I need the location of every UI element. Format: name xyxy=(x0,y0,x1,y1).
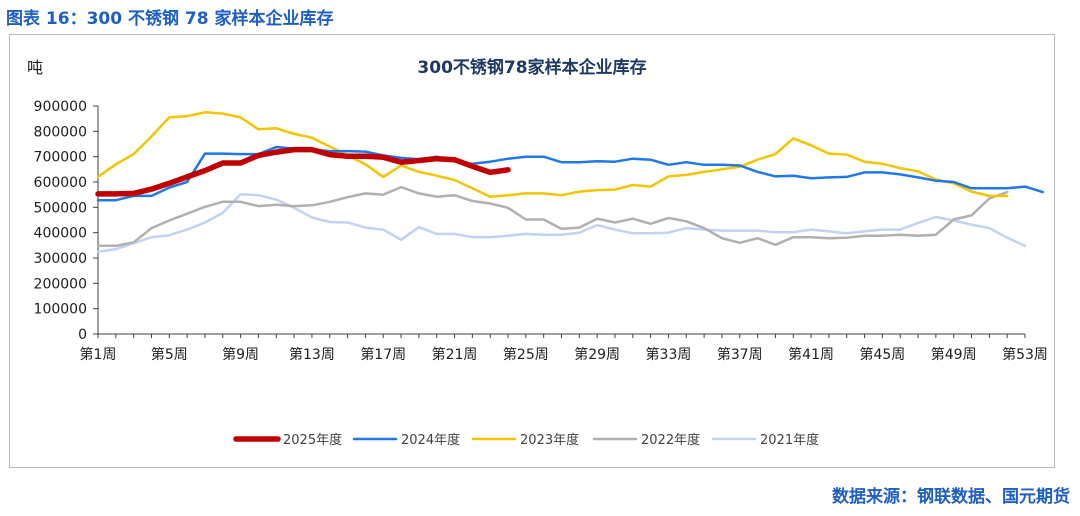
series-group xyxy=(95,111,1045,253)
series-line-2023年度 xyxy=(96,111,1009,198)
x-tick-label: 第37周 xyxy=(717,346,763,363)
y-tick-label: 300000 xyxy=(34,251,87,267)
series-line-2022年度 xyxy=(96,185,1009,248)
chart-frame xyxy=(9,34,1055,468)
x-tick-label: 第53周 xyxy=(1002,346,1048,363)
x-tick-label: 第13周 xyxy=(289,346,335,363)
x-axis: 第1周 第5周 第9周 第13周 第17周 第21周 第25周 第29周 第33周 第37周 第41… xyxy=(80,333,1048,363)
legend-item[interactable]: 2023年度 xyxy=(471,432,579,448)
y-tick-label: 900000 xyxy=(34,99,87,115)
x-tick-label: 第21周 xyxy=(432,346,478,363)
legend[interactable]: 2025年度 2024年度 2023年度 2022年度 2021年度 xyxy=(233,432,819,448)
y-tick-label: 500000 xyxy=(34,200,87,216)
figure-title: 图表 16：300 不锈钢 78 家样本企业库存 xyxy=(6,9,334,29)
x-tick-label: 第9周 xyxy=(222,346,259,363)
legend-label: 2024年度 xyxy=(401,432,460,448)
x-tick-label: 第49周 xyxy=(931,346,977,363)
legend-item[interactable]: 2024年度 xyxy=(352,432,460,448)
x-tick-label: 第29周 xyxy=(574,346,620,363)
x-tick-label: 第45周 xyxy=(859,346,905,363)
chart-title: 300不锈钢78家样本企业库存 xyxy=(417,57,646,78)
x-tick-label: 第17周 xyxy=(360,346,406,363)
y-tick-label: 800000 xyxy=(34,124,87,140)
legend-label: 2021年度 xyxy=(760,432,819,448)
y-axis: 0 100000 200000 300000 400000 500000 600000 700… xyxy=(34,99,99,343)
x-tick-label: 第1周 xyxy=(80,346,117,363)
series-line-2021年度 xyxy=(96,192,1027,253)
legend-item[interactable]: 2025年度 xyxy=(233,432,342,448)
x-tick-label: 第25周 xyxy=(503,346,549,363)
x-tick-label: 第33周 xyxy=(646,346,692,363)
x-tick-label: 第41周 xyxy=(788,346,834,363)
legend-label: 2025年度 xyxy=(283,432,342,448)
series-line-2025年度 xyxy=(95,146,511,197)
y-tick-label: 700000 xyxy=(34,150,87,166)
y-tick-label: 200000 xyxy=(34,276,87,292)
y-tick-label: 0 xyxy=(78,327,87,343)
legend-item[interactable]: 2022年度 xyxy=(592,432,700,448)
y-tick-label: 400000 xyxy=(34,226,87,242)
legend-item[interactable]: 2021年度 xyxy=(711,432,819,448)
y-tick-label: 600000 xyxy=(34,175,87,191)
source-note: 数据来源：钢联数据、国元期货 xyxy=(832,487,1070,507)
legend-label: 2023年度 xyxy=(520,432,579,448)
x-tick-label: 第5周 xyxy=(151,346,188,363)
legend-label: 2022年度 xyxy=(641,432,700,448)
y-tick-label: 100000 xyxy=(34,302,87,318)
y-axis-unit-label: 吨 xyxy=(27,58,43,77)
